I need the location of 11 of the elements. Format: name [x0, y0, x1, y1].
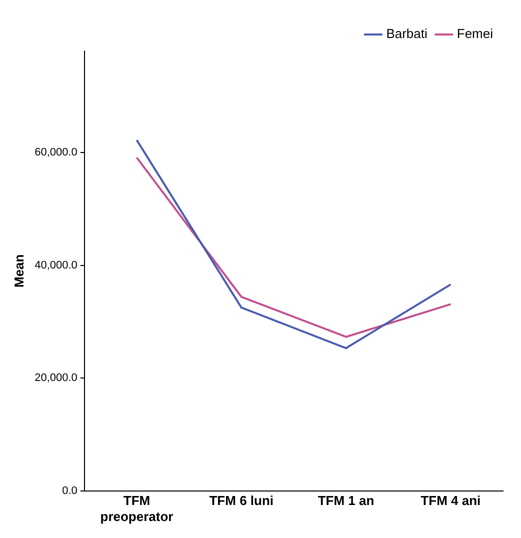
- x-tick-label: TFM 1 an: [318, 493, 374, 508]
- y-tick-label: 60,000.0: [34, 146, 78, 159]
- legend-label: Femei: [456, 26, 494, 42]
- legend-label: Barbati: [386, 26, 428, 42]
- y-tick-label: 40,000.0: [34, 259, 78, 272]
- x-tick-label: TFM 6 luni: [209, 493, 274, 508]
- y-axis-title: Mean: [11, 254, 26, 288]
- x-tick-label: TFM 4 ani: [420, 493, 481, 508]
- y-tick-label: 0.0: [62, 484, 78, 497]
- x-tick-label: TFM preoperator: [100, 493, 174, 524]
- y-tick-label: 20,000.0: [34, 372, 78, 384]
